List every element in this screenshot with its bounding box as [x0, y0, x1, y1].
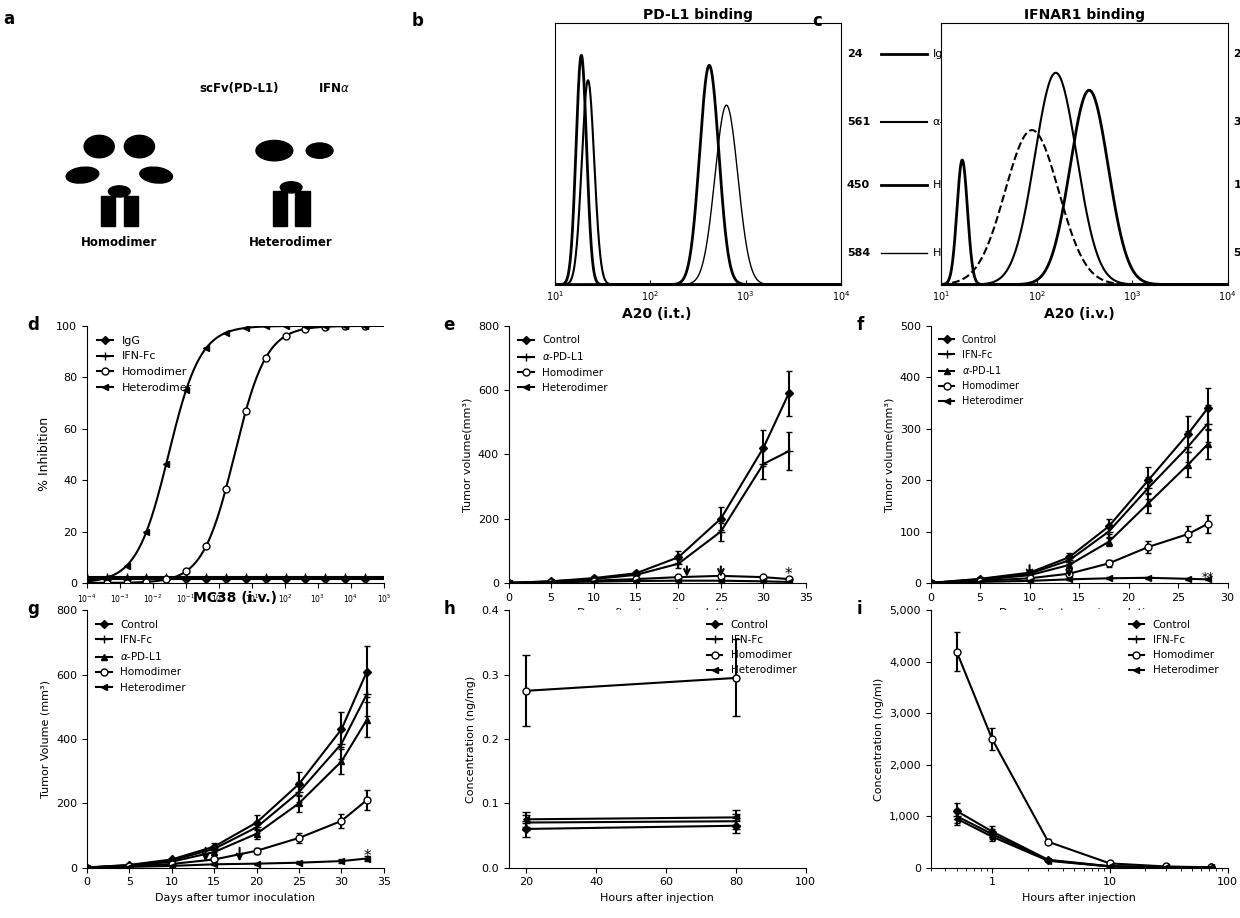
- Text: a: a: [4, 10, 15, 28]
- Text: α-PD-L1: α-PD-L1: [932, 118, 977, 128]
- Ellipse shape: [66, 167, 99, 183]
- Text: 561: 561: [847, 118, 870, 128]
- Text: IgG: IgG: [932, 50, 951, 60]
- Ellipse shape: [280, 182, 303, 193]
- Text: **: **: [1202, 571, 1214, 584]
- Legend: IgG, IFN-Fc, Homodimer, Heterodimer: IgG, IFN-Fc, Homodimer, Heterodimer: [92, 331, 197, 397]
- Title: A20 (i.t.): A20 (i.t.): [622, 307, 692, 320]
- Text: c: c: [812, 12, 822, 29]
- Legend: Control, IFN-Fc, Homodimer, Heterodimer: Control, IFN-Fc, Homodimer, Heterodimer: [703, 616, 801, 679]
- X-axis label: Hours after injection: Hours after injection: [600, 893, 714, 902]
- Text: 584: 584: [847, 248, 870, 258]
- Title: PD-L1 binding: PD-L1 binding: [642, 7, 753, 22]
- Text: Homodimer: Homodimer: [932, 248, 998, 258]
- X-axis label: Days after tumor inoculation: Days after tumor inoculation: [999, 609, 1159, 618]
- Ellipse shape: [306, 143, 334, 158]
- Legend: Control, IFN-Fc, $\alpha$-PD-L1, Homodimer, Heterodimer: Control, IFN-Fc, $\alpha$-PD-L1, Homodim…: [92, 616, 190, 697]
- Y-axis label: Concentration (ng/ml): Concentration (ng/ml): [874, 677, 884, 800]
- Text: e: e: [444, 316, 455, 333]
- Y-axis label: Concentration (ng/mg): Concentration (ng/mg): [466, 676, 476, 802]
- Text: 24: 24: [847, 50, 862, 60]
- X-axis label: Days after tumor inoculation: Days after tumor inoculation: [155, 893, 315, 902]
- Bar: [100, 196, 115, 226]
- Y-axis label: Tumor volume(mm³): Tumor volume(mm³): [884, 397, 894, 511]
- X-axis label: Hours after injection: Hours after injection: [1022, 893, 1136, 902]
- Legend: Control, IFN-Fc, $\alpha$-PD-L1, Homodimer, Heterodimer: Control, IFN-Fc, $\alpha$-PD-L1, Homodim…: [935, 330, 1027, 410]
- Text: IFN$\alpha$: IFN$\alpha$: [319, 82, 350, 95]
- X-axis label: Days after tumor inoculation: Days after tumor inoculation: [577, 609, 738, 618]
- Ellipse shape: [124, 135, 155, 158]
- Text: 104: 104: [1234, 180, 1240, 190]
- Bar: [124, 196, 138, 226]
- Ellipse shape: [140, 167, 172, 183]
- Title: IFNAR1 binding: IFNAR1 binding: [1024, 7, 1145, 22]
- Text: i: i: [857, 600, 862, 618]
- Text: h: h: [444, 600, 455, 618]
- Legend: Control, IFN-Fc, Homodimer, Heterodimer: Control, IFN-Fc, Homodimer, Heterodimer: [1125, 616, 1223, 679]
- Ellipse shape: [255, 140, 293, 161]
- Text: 551: 551: [1234, 248, 1240, 258]
- Title: MC38 (i.v.): MC38 (i.v.): [193, 591, 278, 605]
- Text: Homodimer: Homodimer: [81, 236, 157, 249]
- Y-axis label: Tumor Volume (mm³): Tumor Volume (mm³): [41, 680, 51, 798]
- Text: 307: 307: [1234, 118, 1240, 128]
- Text: b: b: [412, 12, 424, 29]
- X-axis label: Concentration (ng/ml): Concentration (ng/ml): [174, 610, 296, 621]
- Bar: [273, 192, 286, 226]
- Text: d: d: [27, 316, 40, 333]
- Text: *: *: [785, 567, 792, 582]
- Text: 450: 450: [847, 180, 869, 190]
- Title: A20 (i.v.): A20 (i.v.): [1044, 307, 1115, 320]
- Bar: [295, 192, 310, 226]
- Text: Heterodimer: Heterodimer: [249, 236, 334, 249]
- Ellipse shape: [108, 185, 130, 197]
- Text: g: g: [27, 600, 40, 618]
- Legend: Control, $\alpha$-PD-L1, Homodimer, Heterodimer: Control, $\alpha$-PD-L1, Homodimer, Hete…: [513, 331, 611, 397]
- Y-axis label: % Inhibition: % Inhibition: [37, 418, 51, 491]
- Ellipse shape: [84, 135, 114, 158]
- Text: 23: 23: [1234, 50, 1240, 60]
- Text: Heterodimer: Heterodimer: [932, 180, 1003, 190]
- Text: f: f: [857, 316, 863, 333]
- Y-axis label: Tumor volume(mm³): Tumor volume(mm³): [463, 397, 472, 511]
- Text: scFv(PD-L1): scFv(PD-L1): [200, 82, 279, 95]
- Text: *: *: [363, 849, 371, 864]
